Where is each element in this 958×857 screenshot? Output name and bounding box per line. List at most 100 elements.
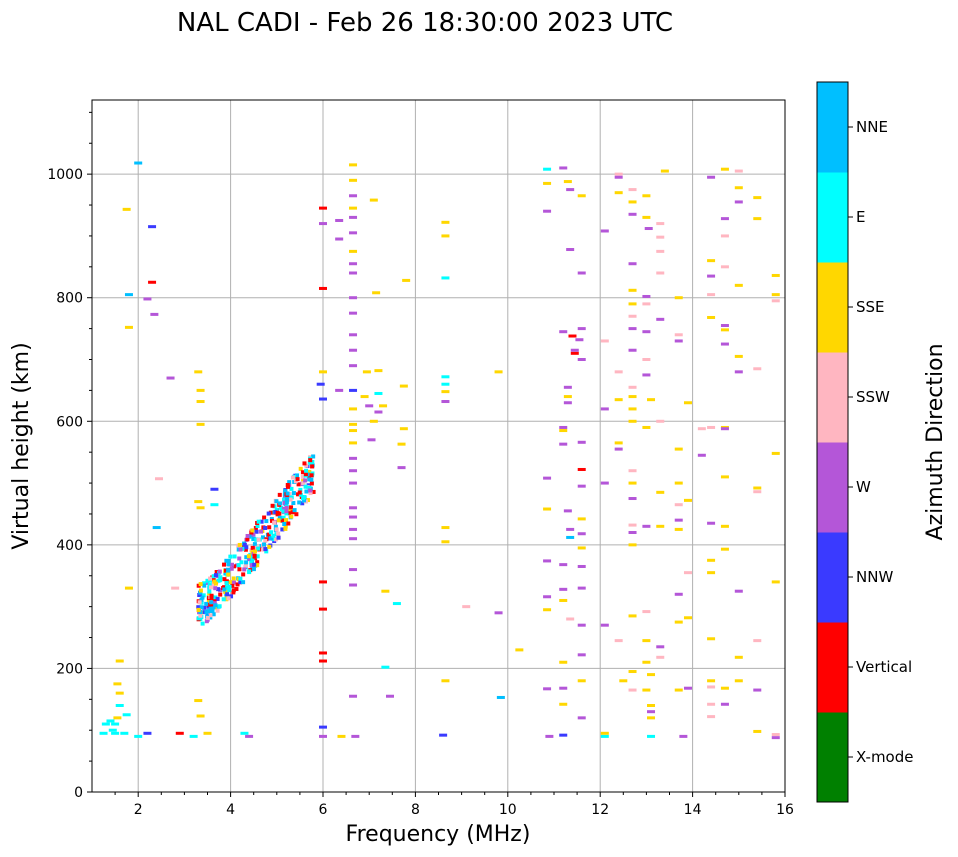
trace-point (270, 503, 275, 508)
data-point (577, 546, 586, 550)
data-point (577, 467, 586, 471)
trace-point (232, 554, 237, 559)
trace-point (215, 596, 220, 601)
trace-point (247, 557, 252, 562)
y-tick-label: 800 (56, 291, 83, 307)
trace-point (308, 488, 313, 493)
trace-point (234, 587, 239, 592)
grid-lines (92, 100, 786, 793)
data-point (707, 293, 716, 297)
trace-point (231, 576, 236, 581)
data-point (194, 500, 203, 504)
data-point (600, 339, 609, 343)
trace-point (275, 510, 280, 515)
data-point (559, 563, 568, 567)
trace-point (208, 613, 213, 618)
colorbar-label-vertical: Vertical (856, 658, 912, 676)
data-point (563, 395, 572, 399)
trace-point (289, 514, 294, 519)
data-point (349, 262, 358, 266)
data-point (543, 476, 552, 480)
trace-point (303, 478, 308, 483)
trace-point (297, 500, 302, 505)
data-point (753, 729, 762, 733)
data-point (374, 369, 383, 373)
trace-point (222, 585, 227, 590)
data-point (494, 370, 503, 374)
trace-point (274, 527, 279, 532)
trace-point (222, 577, 227, 582)
trace-point (282, 506, 287, 511)
data-point (577, 653, 586, 657)
data-point (316, 382, 325, 386)
data-point (753, 217, 762, 221)
data-point (577, 484, 586, 488)
trace-point (255, 554, 260, 559)
data-point (656, 222, 665, 226)
trace-point (242, 542, 247, 547)
data-point (647, 710, 656, 714)
trace-point (251, 536, 256, 541)
trace-point (225, 592, 230, 597)
trace-point (298, 466, 303, 471)
trace-point (293, 479, 298, 484)
data-point (642, 660, 651, 664)
data-point (152, 526, 161, 530)
data-point (720, 547, 729, 551)
trace-point (252, 549, 257, 554)
data-point (402, 278, 411, 282)
trace-point (303, 472, 308, 477)
data-point (577, 564, 586, 568)
trace-point (266, 532, 271, 537)
data-point (628, 302, 637, 306)
trace-point (227, 588, 232, 593)
trace-point (262, 515, 267, 520)
data-point (674, 688, 683, 692)
trace-point (252, 553, 257, 558)
x-tick-label: 6 (319, 802, 328, 818)
trace-point (205, 578, 210, 583)
data-point (563, 509, 572, 513)
x-axis-label: Frequency (MHz) (346, 822, 531, 847)
data-point (399, 427, 408, 431)
trace-point (244, 560, 249, 565)
data-point (771, 273, 780, 277)
data-point (319, 370, 327, 374)
data-point (628, 385, 637, 389)
data-point (674, 620, 683, 624)
data-point (614, 175, 623, 179)
data-point (683, 401, 692, 405)
data-point (566, 535, 575, 539)
trace-point (209, 600, 214, 605)
trace-point (245, 533, 250, 538)
data-point (349, 296, 358, 300)
trace-point (307, 477, 312, 482)
trace-point (214, 570, 219, 575)
trace-point (218, 578, 223, 583)
x-tick-label: 16 (776, 802, 794, 818)
colorbar-swatch (817, 532, 848, 623)
data-point (628, 348, 637, 352)
trace-point (208, 585, 213, 590)
trace-point (268, 536, 273, 541)
trace-point (282, 522, 287, 527)
data-point (196, 400, 205, 404)
data-point (319, 607, 327, 611)
data-point (614, 447, 623, 451)
trace-point (198, 590, 203, 595)
data-point (753, 490, 762, 494)
trace-point (201, 593, 206, 598)
data-point (628, 314, 637, 318)
data-point (600, 734, 609, 738)
data-point (575, 338, 584, 342)
data-point (674, 503, 683, 507)
data-point (349, 694, 358, 698)
data-point (335, 218, 344, 222)
data-point (707, 425, 716, 429)
trace-point (260, 535, 265, 540)
trace-point (246, 554, 251, 559)
colorbar-swatch (817, 82, 848, 173)
data-point (559, 330, 568, 334)
trace-point (238, 576, 243, 581)
data-point (210, 487, 219, 491)
